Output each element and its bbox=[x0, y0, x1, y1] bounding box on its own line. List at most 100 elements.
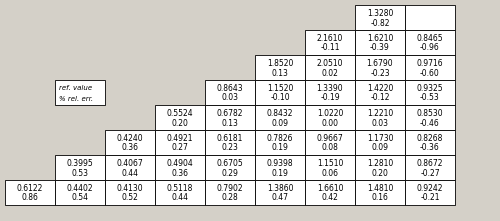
Text: 0.19: 0.19 bbox=[272, 143, 288, 152]
Text: -0.60: -0.60 bbox=[420, 69, 440, 78]
Bar bbox=[305, 155, 355, 180]
Text: 0.06: 0.06 bbox=[322, 168, 338, 177]
Text: -0.36: -0.36 bbox=[420, 143, 440, 152]
Bar bbox=[405, 55, 455, 80]
Text: -0.27: -0.27 bbox=[420, 168, 440, 177]
Bar bbox=[205, 180, 255, 205]
Text: 0.8530: 0.8530 bbox=[416, 109, 444, 118]
Text: 0.02: 0.02 bbox=[322, 69, 338, 78]
Text: 0.6181: 0.6181 bbox=[217, 134, 243, 143]
Text: 0.8465: 0.8465 bbox=[416, 34, 444, 43]
Text: 0.4921: 0.4921 bbox=[167, 134, 193, 143]
Bar bbox=[305, 30, 355, 55]
Text: 0.13: 0.13 bbox=[222, 118, 238, 128]
Text: -0.82: -0.82 bbox=[370, 19, 390, 27]
Text: 0.13: 0.13 bbox=[272, 69, 288, 78]
Text: -0.10: -0.10 bbox=[270, 93, 290, 103]
Text: 0.4904: 0.4904 bbox=[166, 159, 194, 168]
Bar bbox=[305, 130, 355, 155]
Bar bbox=[155, 105, 205, 130]
Text: 0.20: 0.20 bbox=[372, 168, 388, 177]
Bar bbox=[105, 130, 155, 155]
Bar bbox=[405, 105, 455, 130]
Text: -0.96: -0.96 bbox=[420, 44, 440, 53]
Bar bbox=[405, 30, 455, 55]
Text: 1.3860: 1.3860 bbox=[267, 184, 293, 193]
Text: 0.3995: 0.3995 bbox=[66, 159, 94, 168]
Bar bbox=[355, 130, 405, 155]
Bar bbox=[305, 55, 355, 80]
Text: 1.0220: 1.0220 bbox=[317, 109, 343, 118]
Text: 0.54: 0.54 bbox=[72, 194, 88, 202]
Text: 0.53: 0.53 bbox=[72, 168, 88, 177]
Text: 0.08: 0.08 bbox=[322, 143, 338, 152]
Text: 1.4220: 1.4220 bbox=[367, 84, 393, 93]
Text: 0.8432: 0.8432 bbox=[267, 109, 293, 118]
Text: 1.3280: 1.3280 bbox=[367, 9, 393, 18]
Text: 0.8643: 0.8643 bbox=[216, 84, 244, 93]
Text: 0.6782: 0.6782 bbox=[217, 109, 243, 118]
Text: -0.53: -0.53 bbox=[420, 93, 440, 103]
Text: 0.03: 0.03 bbox=[372, 118, 388, 128]
Bar bbox=[355, 5, 405, 30]
Bar bbox=[355, 80, 405, 105]
Bar bbox=[255, 105, 305, 130]
Bar bbox=[105, 155, 155, 180]
Text: ref. value: ref. value bbox=[59, 85, 92, 91]
Text: 1.2810: 1.2810 bbox=[367, 159, 393, 168]
Text: 0.03: 0.03 bbox=[222, 93, 238, 103]
Bar bbox=[255, 155, 305, 180]
Text: 0.9667: 0.9667 bbox=[316, 134, 344, 143]
Text: 1.2210: 1.2210 bbox=[367, 109, 393, 118]
Text: 0.29: 0.29 bbox=[222, 168, 238, 177]
Text: 1.3390: 1.3390 bbox=[316, 84, 344, 93]
Text: 0.42: 0.42 bbox=[322, 194, 338, 202]
Text: % rel. err.: % rel. err. bbox=[59, 96, 93, 102]
Bar bbox=[405, 180, 455, 205]
Text: 0.16: 0.16 bbox=[372, 194, 388, 202]
Bar bbox=[355, 155, 405, 180]
Text: 1.6210: 1.6210 bbox=[367, 34, 393, 43]
Text: 1.1510: 1.1510 bbox=[317, 159, 343, 168]
Text: 0.8672: 0.8672 bbox=[417, 159, 444, 168]
Text: 1.6610: 1.6610 bbox=[317, 184, 343, 193]
Text: 2.1610: 2.1610 bbox=[317, 34, 343, 43]
Bar bbox=[255, 180, 305, 205]
Text: 1.1520: 1.1520 bbox=[267, 84, 293, 93]
Text: 0.47: 0.47 bbox=[272, 194, 288, 202]
Text: 0.4402: 0.4402 bbox=[66, 184, 94, 193]
Text: 1.8520: 1.8520 bbox=[267, 59, 293, 68]
Text: -0.12: -0.12 bbox=[370, 93, 390, 103]
Bar bbox=[255, 80, 305, 105]
Bar bbox=[205, 155, 255, 180]
Text: 0.52: 0.52 bbox=[122, 194, 138, 202]
Text: 0.23: 0.23 bbox=[222, 143, 238, 152]
Text: 0.19: 0.19 bbox=[272, 168, 288, 177]
Text: 1.6790: 1.6790 bbox=[366, 59, 394, 68]
Text: 0.5118: 0.5118 bbox=[167, 184, 193, 193]
Text: 0.20: 0.20 bbox=[172, 118, 188, 128]
Text: 0.86: 0.86 bbox=[22, 194, 38, 202]
Text: 0.6122: 0.6122 bbox=[17, 184, 43, 193]
Bar bbox=[305, 180, 355, 205]
Text: 0.4067: 0.4067 bbox=[116, 159, 143, 168]
Text: 0.00: 0.00 bbox=[322, 118, 338, 128]
Text: 0.36: 0.36 bbox=[122, 143, 138, 152]
Bar bbox=[205, 130, 255, 155]
Text: -0.19: -0.19 bbox=[320, 93, 340, 103]
Bar bbox=[255, 55, 305, 80]
Bar bbox=[55, 80, 105, 105]
Text: 0.9398: 0.9398 bbox=[266, 159, 293, 168]
Bar bbox=[355, 180, 405, 205]
Bar bbox=[355, 30, 405, 55]
Bar bbox=[55, 180, 105, 205]
Bar bbox=[405, 130, 455, 155]
Text: 0.09: 0.09 bbox=[272, 118, 288, 128]
Bar bbox=[155, 155, 205, 180]
Text: 0.7902: 0.7902 bbox=[216, 184, 244, 193]
Text: 0.44: 0.44 bbox=[172, 194, 188, 202]
Bar bbox=[105, 180, 155, 205]
Text: 2.0510: 2.0510 bbox=[317, 59, 343, 68]
Text: 0.4240: 0.4240 bbox=[116, 134, 143, 143]
Text: 0.28: 0.28 bbox=[222, 194, 238, 202]
